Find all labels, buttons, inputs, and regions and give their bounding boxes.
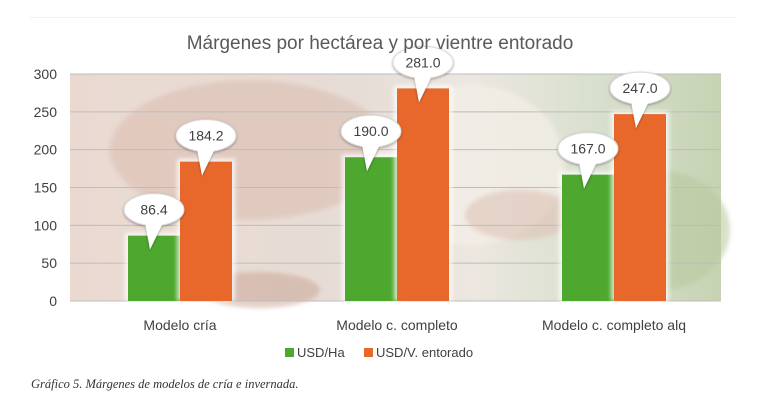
y-tick-label: 200 xyxy=(34,142,58,158)
category-label: Modelo c. completo xyxy=(336,317,458,333)
legend: USD/Ha USD/V. entorado xyxy=(285,345,473,360)
data-label-callout xyxy=(123,193,185,250)
y-tick-label: 250 xyxy=(34,104,58,120)
bar-usd-v-entorado xyxy=(397,88,449,301)
bar-usd-v-entorado xyxy=(614,114,666,301)
callout-pointer xyxy=(414,75,432,103)
legend-label: USD/V. entorado xyxy=(376,345,473,360)
y-tick-label: 100 xyxy=(34,217,58,233)
bar-usd-ha xyxy=(128,235,180,301)
legend-swatch xyxy=(364,348,373,357)
data-labels: 86.4 190.0 167.0 184.2 281.0 247.0 xyxy=(123,45,671,250)
bar-usd-v-entorado xyxy=(180,161,232,301)
data-label-callout xyxy=(557,132,619,189)
data-label: 190.0 xyxy=(353,123,388,139)
data-label-callout xyxy=(175,119,237,176)
data-label-callout xyxy=(609,71,671,129)
y-tick-label: 300 xyxy=(34,66,58,82)
bar-chart: 0 50 100 150 200 250 300 Modelo cría Modelo c. … xyxy=(34,33,730,360)
category-label: Modelo c. completo alq xyxy=(542,317,686,333)
y-tick-label: 0 xyxy=(49,293,57,309)
callout-pointer xyxy=(631,101,649,129)
bar-usd-ha xyxy=(345,157,397,301)
category-label: Modelo cría xyxy=(143,317,216,333)
y-axis: 0 50 100 150 200 250 300 xyxy=(34,66,58,309)
data-label: 247.0 xyxy=(622,80,657,96)
y-tick-label: 50 xyxy=(41,255,57,271)
data-label: 86.4 xyxy=(140,202,167,218)
bars xyxy=(125,85,669,301)
callout-pointer xyxy=(362,144,380,172)
data-label: 167.0 xyxy=(570,141,605,157)
legend-swatch xyxy=(285,348,294,357)
top-divider xyxy=(30,17,735,18)
chart-title: Márgenes por hectárea y por vientre ento… xyxy=(187,33,574,54)
bar-usd-ha xyxy=(562,174,614,301)
callout-pointer xyxy=(145,222,163,250)
data-label: 184.2 xyxy=(188,128,223,144)
data-label-callout xyxy=(340,114,402,172)
callout-pointer xyxy=(579,161,597,189)
legend-label: USD/Ha xyxy=(297,345,345,360)
data-label: 281.0 xyxy=(405,54,440,70)
callout-pointer xyxy=(197,148,215,176)
figure-caption: Gráfico 5. Márgenes de modelos de cría e… xyxy=(31,377,299,391)
data-label-callout xyxy=(392,45,454,103)
y-tick-label: 150 xyxy=(34,180,58,196)
x-axis-labels: Modelo cría Modelo c. completo Modelo c. c… xyxy=(143,317,686,333)
